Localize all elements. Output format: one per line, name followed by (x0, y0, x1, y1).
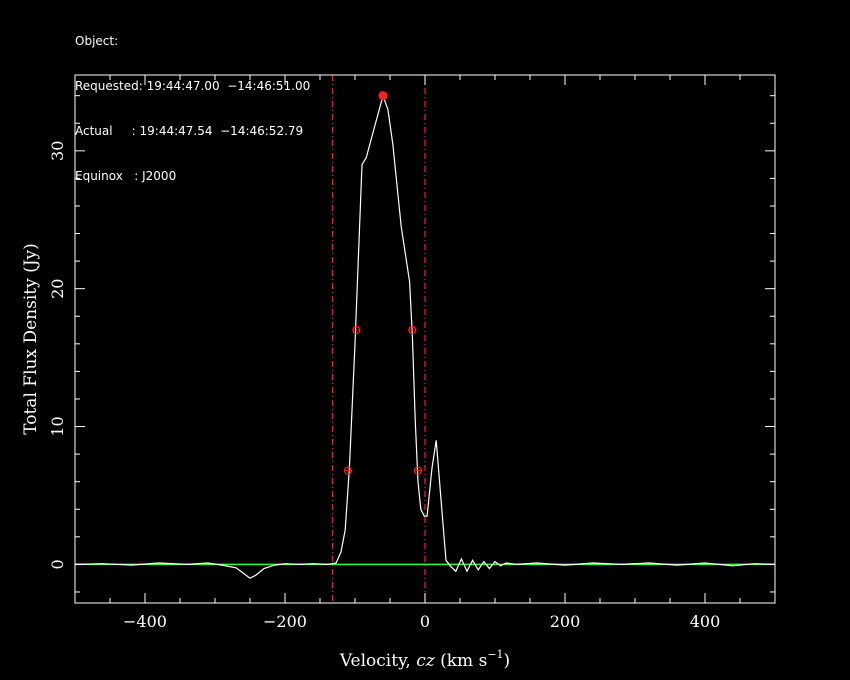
x-tick-label: 0 (420, 612, 430, 631)
y-tick-label: 10 (48, 416, 67, 436)
y-axis-title: Total Flux Density (Jy) (21, 243, 41, 435)
x-tick-label: −200 (263, 612, 307, 631)
observation-header: Object: Requested: 19:44:47.00 −14:46:51… (75, 4, 310, 199)
y-tick-label: 30 (48, 141, 67, 161)
y-tick-label: 0 (48, 559, 67, 569)
requested-coords-line: Requested: 19:44:47.00 −14:46:51.00 (75, 79, 311, 93)
chart-data-layer (74, 91, 776, 579)
x-tick-label: 400 (690, 612, 721, 631)
width-marker-2 (408, 325, 417, 335)
width-marker-3 (343, 466, 353, 475)
x-axis-title-cz: cz (416, 651, 436, 671)
y-tick-label: 20 (48, 279, 67, 299)
x-axis-title: Velocity, cz (km s−1) (339, 648, 510, 671)
equinox-line: Equinox : J2000 (75, 169, 177, 183)
x-axis-title-main: Velocity, (339, 651, 416, 671)
x-axis-title-close: ) (504, 651, 511, 671)
width-marker-4 (413, 466, 423, 475)
x-tick-label: 200 (550, 612, 581, 631)
spectrum-line (74, 93, 776, 579)
object-line: Object: (75, 34, 119, 48)
width-marker-1 (352, 325, 361, 335)
x-tick-label: −400 (123, 612, 167, 631)
x-axis-title-unit: (km s (435, 651, 488, 671)
chart-frame-layer: −400 −200 0 200 400 0 10 20 30 (48, 74, 776, 631)
chart-background-layer (75, 75, 775, 603)
peak-marker (378, 91, 388, 101)
actual-coords-line: Actual : 19:44:47.54 −14:46:52.79 (75, 124, 304, 138)
x-axis-title-exponent: −1 (487, 648, 503, 661)
